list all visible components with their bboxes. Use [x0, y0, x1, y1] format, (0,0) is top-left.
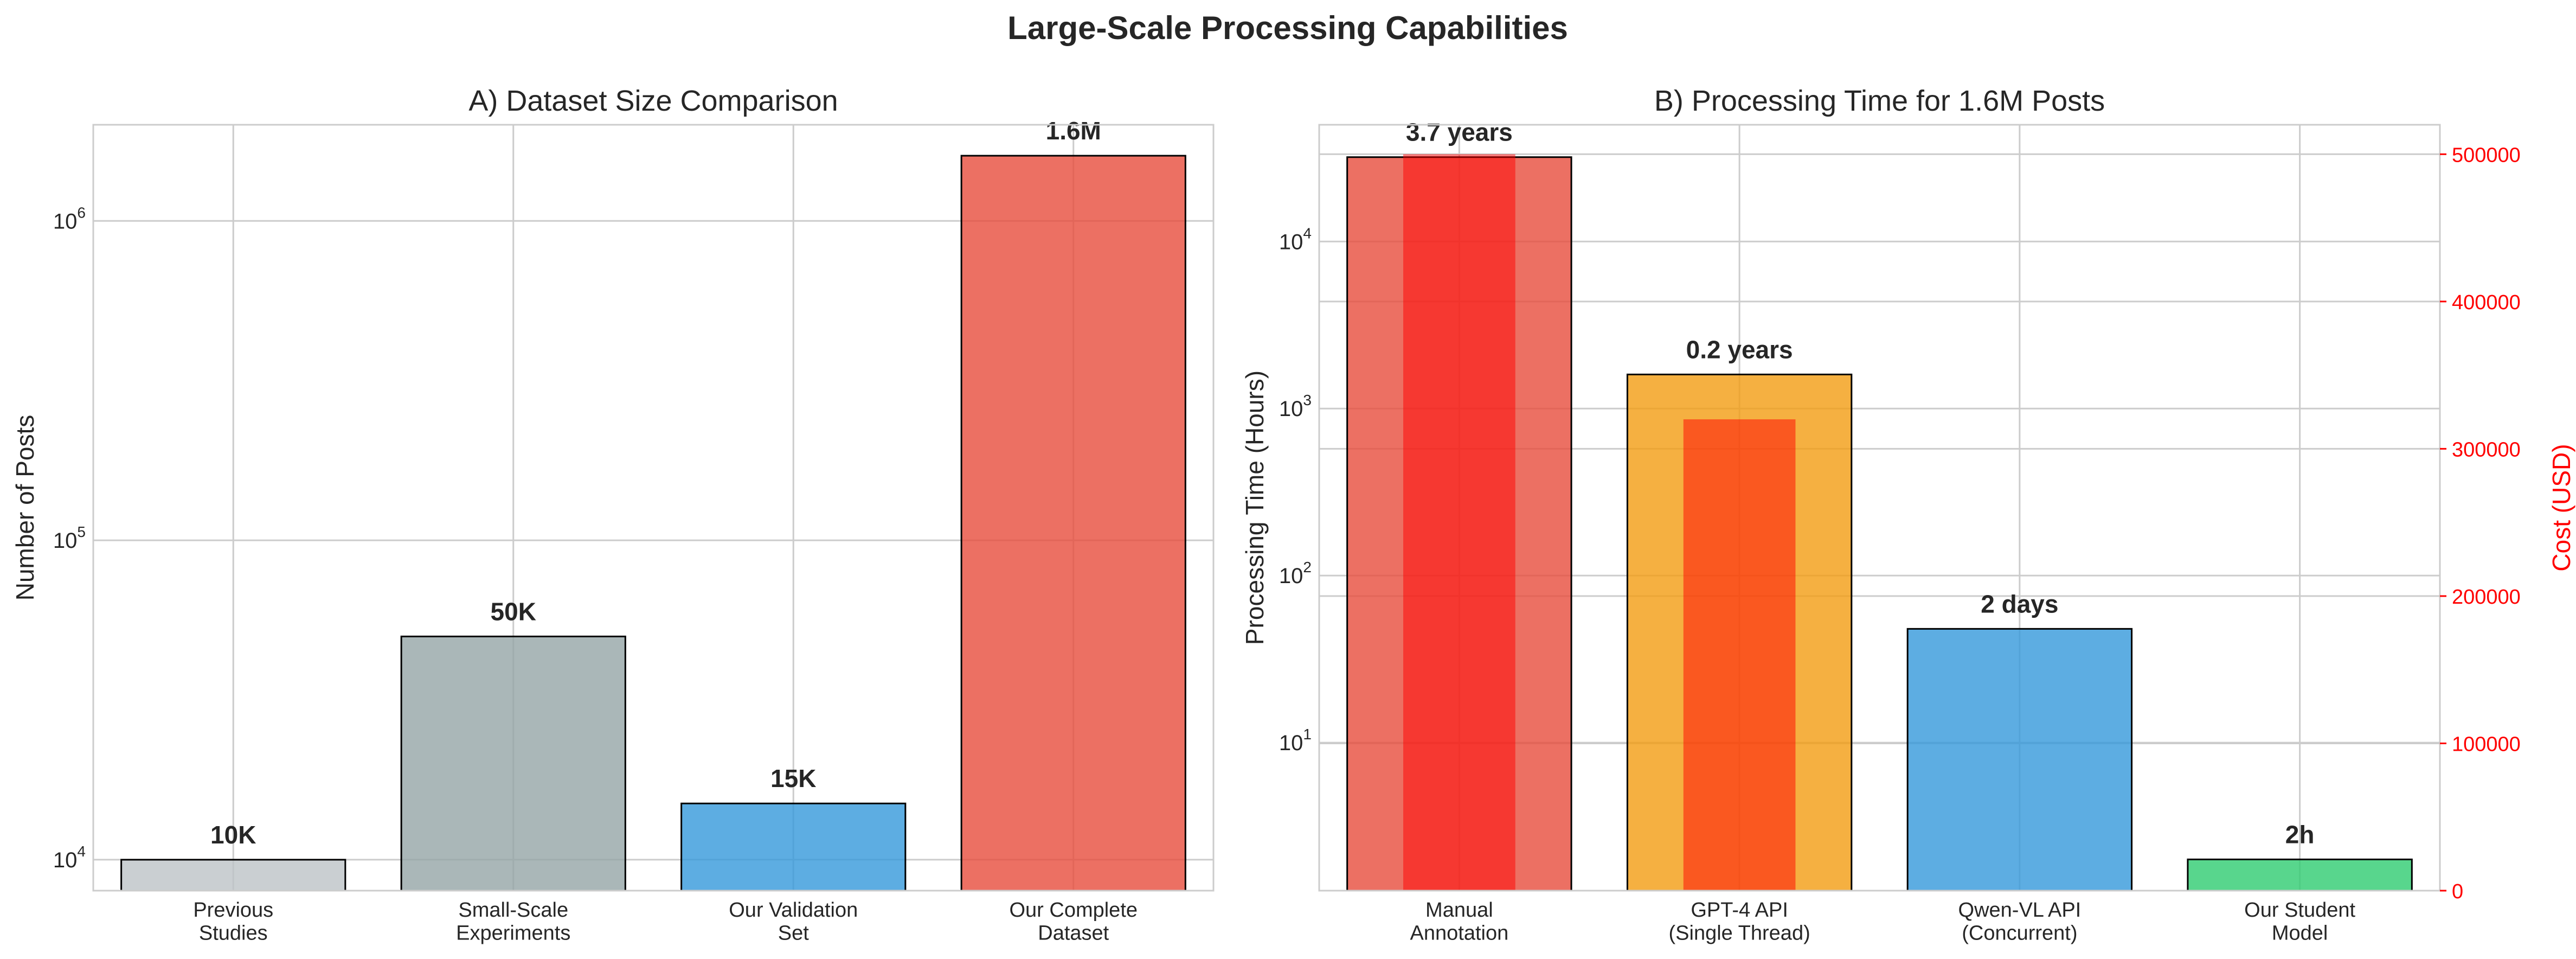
bar [680, 802, 907, 892]
y-tick-label: 103 [1279, 392, 1312, 421]
bar-value-label: 1.6M [1046, 117, 1101, 145]
y2-tick-label: 500000 [2452, 144, 2521, 167]
bar-value-label: 2 days [1981, 590, 2058, 618]
y2-tick-label: 300000 [2452, 438, 2521, 461]
bar [1906, 628, 2133, 892]
axes-frame [1318, 124, 2441, 892]
bar-value-label: 50K [491, 597, 536, 625]
bar [120, 859, 346, 892]
y-tick-label: 105 [53, 523, 86, 553]
y-tick-label: 102 [1279, 559, 1312, 588]
x-tick-label: Qwen-VL API (Concurrent) [1958, 899, 2082, 945]
panel-a-dataset-size: 10K 50K 15K 1.6M 104 105 106 Previous Studies Sma… [11, 85, 1215, 945]
x-tick-label: Small-Scale Experiments [456, 899, 570, 945]
figure-title: Large-Scale Processing Capabilities [1007, 10, 1568, 46]
y2-tick-label: 200000 [2452, 586, 2521, 609]
bar-value-label: 2h [2285, 820, 2315, 848]
y2-tick-label: 400000 [2452, 291, 2521, 314]
y2-tick-label: 0 [2452, 880, 2463, 903]
y2-axis-label: Cost (USD) [2547, 444, 2575, 571]
bar [400, 635, 626, 892]
cost-bar [1683, 419, 1796, 891]
y-tick-label: 104 [53, 843, 86, 872]
bar-value-label: 0.2 years [1686, 335, 1793, 363]
x-tick-label: Previous Studies [193, 899, 273, 945]
bar [960, 155, 1186, 892]
cost-bar [1403, 154, 1515, 891]
y-axis-label: Number of Posts [11, 415, 39, 601]
x-tick-label: Manual Annotation [1410, 899, 1509, 945]
y2-tick-label: 100000 [2452, 733, 2521, 756]
x-tick-label: Our Complete Dataset [1009, 899, 1138, 945]
y-axis-label: Processing Time (Hours) [1241, 370, 1269, 645]
axes-frame [92, 124, 1215, 892]
x-tick-label: Our Student Model [2244, 899, 2355, 945]
y-tick-label: 106 [53, 204, 86, 233]
x-tick-label: Our Validation Set [729, 899, 858, 945]
y-tick-label: 104 [1279, 225, 1312, 254]
bar-value-label: 15K [770, 764, 816, 792]
bar-value-label: 3.7 years [1406, 118, 1513, 146]
y-tick-label: 101 [1279, 726, 1312, 755]
bar [2187, 858, 2413, 892]
panel-title: A) Dataset Size Comparison [468, 85, 838, 117]
panel-title: B) Processing Time for 1.6M Posts [1654, 85, 2105, 117]
bar-value-label: 10K [210, 821, 256, 849]
x-tick-label: GPT-4 API (Single Thread) [1669, 899, 1810, 945]
panel-b-processing-time: 3.7 years 0.2 years 2 days 2h 101 102 103 104 Ma… [1241, 85, 2575, 945]
